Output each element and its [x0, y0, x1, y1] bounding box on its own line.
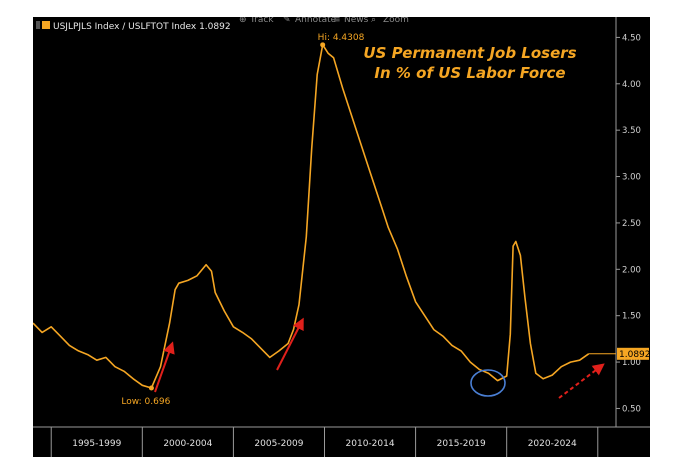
chart-svg: ⊕ Track ✎ Annotate ≡ News ⌕ Zoom: [33, 17, 650, 457]
annotate-icon: ✎: [283, 17, 291, 25]
toolbar-item-label: Annotate: [295, 17, 337, 25]
last-value-tag: 1.0892: [588, 347, 650, 360]
x-tick-label: 2005-2009: [254, 439, 303, 449]
y-tick-label: 2.00: [622, 265, 641, 275]
low-annotation: Low: 0.696: [121, 397, 170, 407]
chart-title-line-1: US Permanent Job Losers: [363, 44, 576, 62]
last-value-box: [617, 347, 649, 360]
low-point-marker: [148, 385, 154, 391]
toolbar-item-zoom[interactable]: ⌕ Zoom: [371, 17, 409, 25]
toolbar-item-label: News: [344, 17, 369, 25]
high-point-marker: [320, 42, 326, 48]
y-tick-label: 1.50: [622, 312, 641, 322]
y-tick-label: 3.50: [622, 126, 641, 136]
toolbar-item-label: Zoom: [383, 17, 409, 25]
toolbar-item-news[interactable]: ≡ News: [333, 17, 369, 25]
series-line: [33, 44, 590, 389]
y-tick-label: 2.50: [622, 219, 641, 229]
y-tick-label: 3.00: [622, 173, 641, 183]
x-tick-label: 2015-2019: [437, 439, 486, 449]
trend-arrow-2008: [276, 317, 304, 371]
x-tick-label: 1995-1999: [72, 439, 121, 449]
high-annotation: Hi: 4.4308: [318, 33, 365, 43]
trend-arrow-2001: [154, 341, 175, 393]
zoom-icon: ⌕: [371, 17, 376, 25]
news-icon: ≡: [333, 17, 341, 25]
legend-swatch: [42, 21, 50, 29]
x-tick-label: 2020-2024: [528, 439, 577, 449]
y-tick-label: 1.00: [622, 358, 641, 368]
legend-label: USJLPJLS Index / USLFTOT Index 1.0892: [53, 22, 231, 32]
chart-area: ⊕ Track ✎ Annotate ≡ News ⌕ Zoom: [33, 17, 650, 457]
toolbar-item-annotate[interactable]: ✎ Annotate: [283, 17, 337, 25]
y-tick-label: 4.00: [622, 80, 641, 90]
track-icon: ⊕: [239, 17, 247, 25]
toolbar-item-track[interactable]: ⊕ Track: [239, 17, 274, 25]
toolbar-item-label: Track: [249, 17, 274, 25]
y-tick-label: 0.50: [622, 404, 641, 414]
x-tick-group: 1995-1999 2000-2004 2005-2009 2010-2014 2015…: [50, 427, 599, 457]
legend-handle-icon: [36, 21, 40, 29]
toolbar: ⊕ Track ✎ Annotate ≡ News ⌕ Zoom: [239, 17, 409, 25]
y-tick-group: 0.50 1.00 1.50 2.00 2.50 3.00 3.50 4.00 4.50: [616, 33, 641, 414]
y-tick-label: 4.50: [622, 33, 641, 43]
x-tick-label: 2000-2004: [163, 439, 212, 449]
x-tick-label: 2010-2014: [346, 439, 395, 449]
highlight-circle: [470, 369, 506, 397]
last-value-label: 1.0892: [619, 350, 650, 360]
legend: USJLPJLS Index / USLFTOT Index 1.0892: [36, 21, 231, 32]
chart-title-line-2: In % of US Labor Force: [374, 64, 565, 82]
trend-arrow-2023: [558, 363, 605, 399]
